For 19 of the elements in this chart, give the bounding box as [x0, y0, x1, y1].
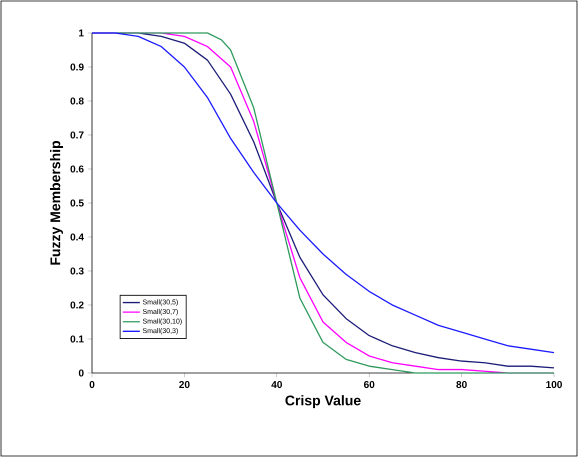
y-tick-label: 0.4 [70, 233, 84, 241]
y-tick-label: 0.9 [70, 63, 84, 71]
y-tick-label: 0.7 [70, 131, 84, 139]
y-tick-label: 0.5 [70, 199, 84, 207]
x-tick-label: 0 [90, 380, 94, 388]
y-tick-label: 0 [78, 369, 84, 377]
y-axis-title: Fuzzy Membership [50, 140, 64, 265]
x-tick-label: 20 [179, 380, 190, 388]
x-tick-label: 40 [271, 380, 282, 388]
y-tick-label: 0.6 [70, 165, 84, 173]
x-tick-label: 100 [546, 380, 562, 388]
y-tick-label: 0.1 [70, 335, 84, 343]
y-tick-label: 0.3 [70, 267, 84, 275]
x-axis-title: Crisp Value [285, 395, 361, 408]
x-tick-label: 80 [456, 380, 467, 388]
y-tick-label: 1 [79, 30, 84, 36]
y-tick-label: 0.2 [70, 301, 84, 309]
y-tick-label: 0.8 [70, 97, 84, 105]
x-tick-label: 60 [364, 380, 374, 388]
